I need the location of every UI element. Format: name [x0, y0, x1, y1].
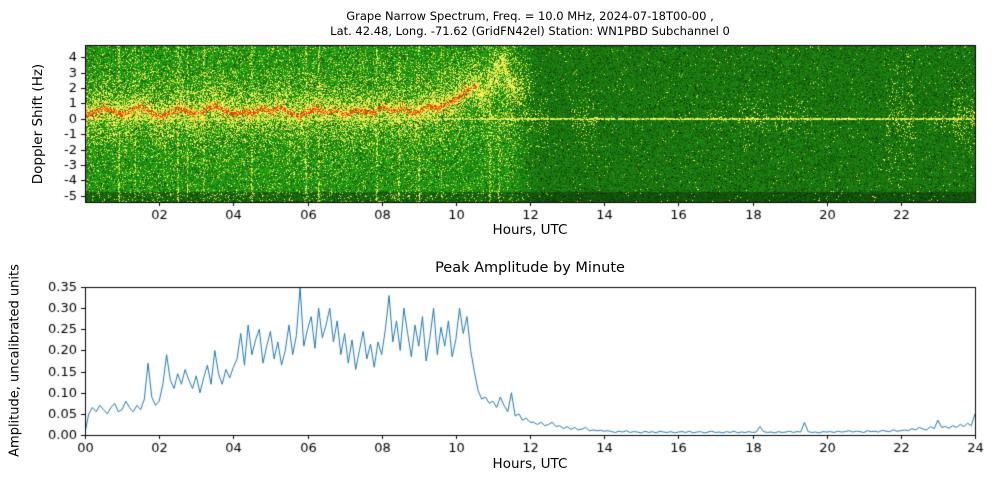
spectrogram-xlabel: Hours, UTC [492, 222, 568, 238]
spectrogram-title-line2: Lat. 42.48, Long. -71.62 (GridFN42el) St… [330, 24, 730, 38]
amplitude-title: Peak Amplitude by Minute [435, 260, 625, 276]
spectrogram-title-line1: Grape Narrow Spectrum, Freq. = 10.0 MHz,… [346, 9, 714, 23]
amplitude-ylabel: Amplitude, uncalibrated units [7, 264, 23, 457]
amplitude-xlabel: Hours, UTC [492, 456, 568, 472]
spectrogram-ylabel: Doppler Shift (Hz) [30, 63, 46, 185]
